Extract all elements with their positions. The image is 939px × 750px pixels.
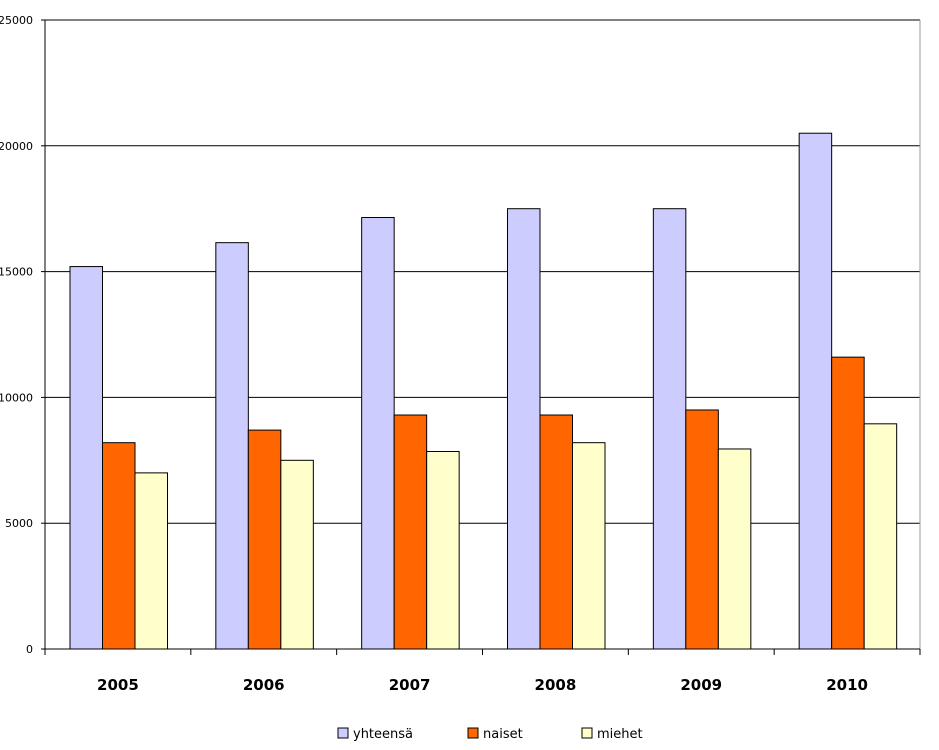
- y-tick-label: 0: [26, 643, 33, 656]
- legend-swatch-naiset: [467, 727, 479, 739]
- y-tick-labels: 0 5000 10000 15000 20000 25000: [0, 14, 33, 656]
- bar-yhteensä-2010: [798, 132, 833, 650]
- x-tick-label: 2005: [97, 676, 139, 694]
- bar-naiset-2008: [539, 414, 573, 650]
- y-tick-label: 5000: [5, 517, 33, 530]
- legend-label: yhteensä: [353, 727, 413, 742]
- legend: yhteensä naiset miehet: [337, 727, 643, 742]
- x-tick-label: 2008: [535, 676, 577, 694]
- bar-naiset-2007: [393, 414, 428, 650]
- x-tick-label: 2006: [243, 676, 285, 694]
- bar-naiset-2005: [102, 442, 136, 650]
- bar-miehet-2007: [426, 450, 460, 650]
- bar-yhteensä-2009: [652, 208, 687, 650]
- bar-naiset-2006: [247, 429, 282, 650]
- bar-miehet-2008: [572, 442, 606, 650]
- legend-swatch-yhteensä: [337, 727, 349, 739]
- x-tick-label: 2010: [826, 676, 868, 694]
- y-tick-label: 10000: [0, 391, 33, 404]
- bar-yhteensä-2005: [69, 266, 103, 650]
- bar-yhteensä-2008: [507, 208, 541, 650]
- axes: [41, 19, 921, 655]
- bar-miehet-2010: [863, 423, 898, 650]
- bars: [69, 132, 898, 650]
- y-tick-label: 25000: [0, 14, 33, 27]
- gridlines: [45, 19, 920, 524]
- y-tick-label: 15000: [0, 266, 33, 279]
- legend-label: naiset: [483, 727, 523, 742]
- bar-miehet-2009: [717, 448, 752, 650]
- bar-naiset-2010: [831, 356, 865, 650]
- bar-yhteensä-2007: [361, 217, 395, 650]
- bar-miehet-2005: [134, 472, 168, 650]
- bar-naiset-2009: [685, 409, 719, 650]
- y-tick-label: 20000: [0, 140, 33, 153]
- legend-swatch-miehet: [581, 727, 593, 739]
- x-tick-label: 2009: [680, 676, 722, 694]
- bar-miehet-2006: [280, 459, 314, 650]
- legend-label: miehet: [597, 727, 643, 742]
- bar-yhteensä-2006: [215, 242, 249, 650]
- x-tick-label: 2007: [389, 676, 431, 694]
- x-tick-labels: 2005 2006 2007 2008 2009 2010: [97, 676, 868, 694]
